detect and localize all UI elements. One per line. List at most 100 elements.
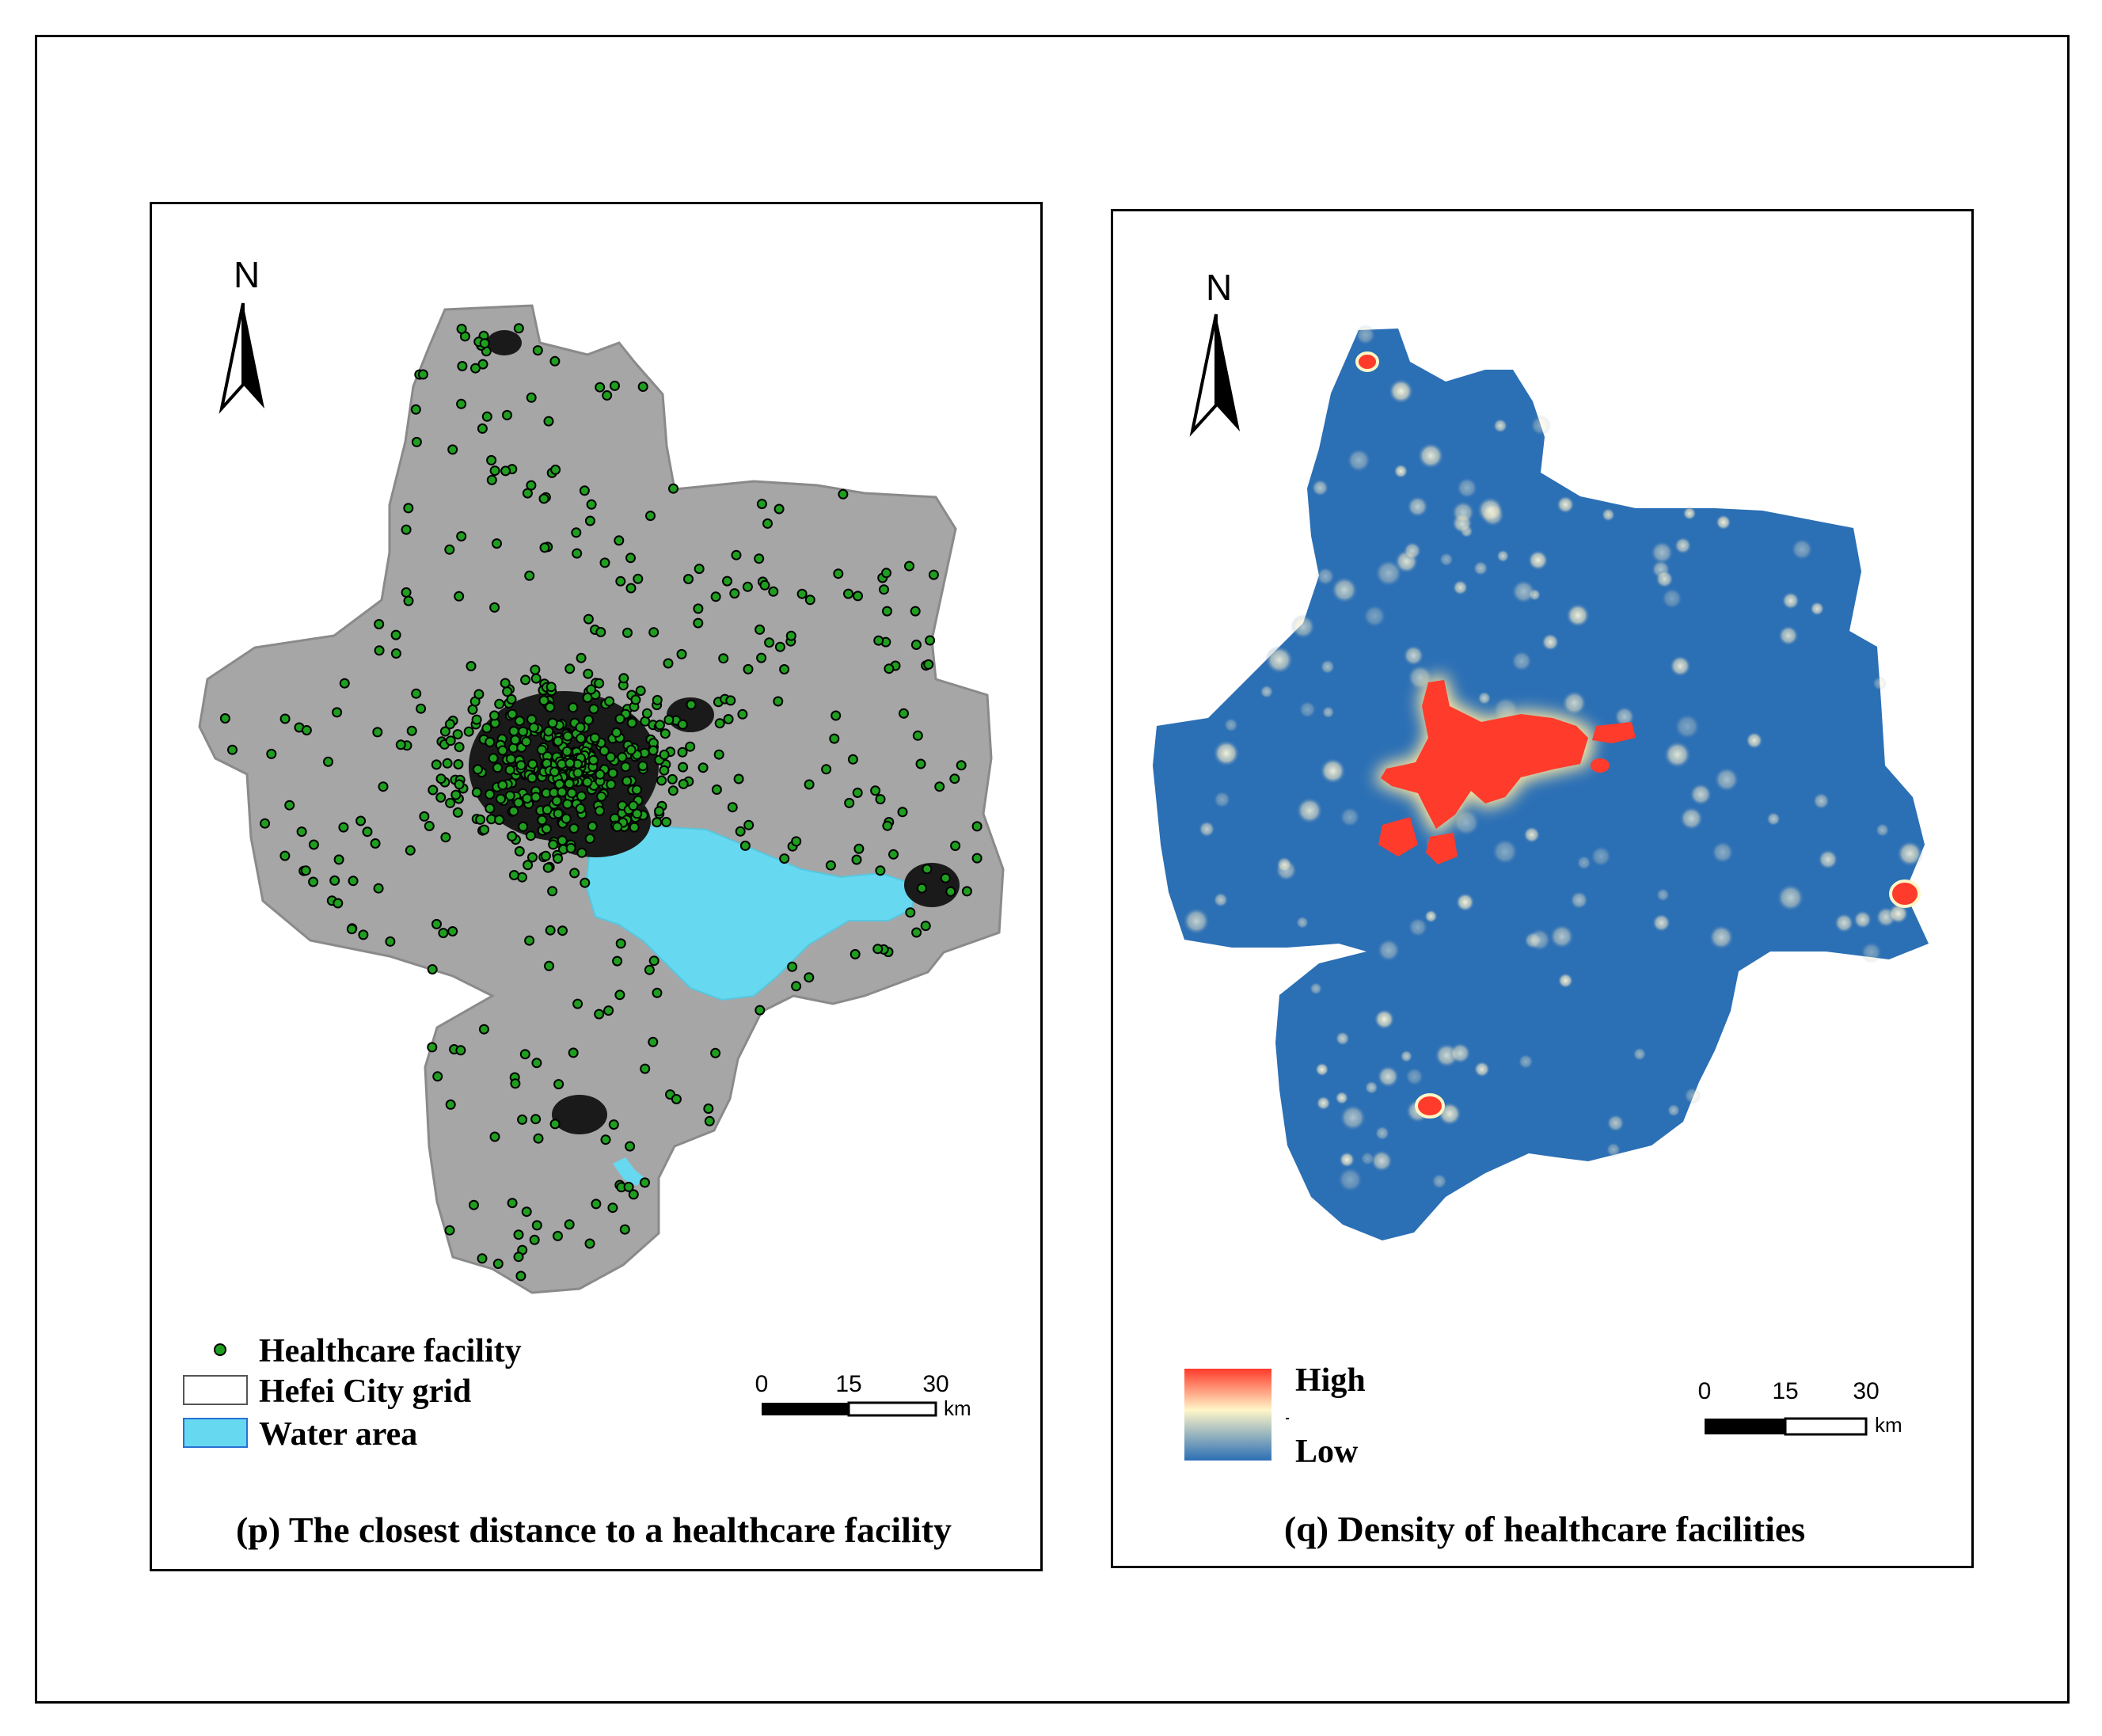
facility-point — [756, 499, 767, 510]
facility-point — [494, 698, 505, 709]
density-spot — [1679, 806, 1704, 831]
facility-point — [279, 713, 291, 724]
density-spot — [1491, 838, 1519, 865]
facility-point — [477, 423, 488, 434]
facility-point — [899, 708, 909, 719]
facility-point — [654, 806, 664, 817]
facility-point — [718, 653, 729, 664]
facility-point — [564, 1219, 575, 1230]
facility-point — [729, 588, 740, 599]
facility-point — [833, 568, 844, 579]
facility-point — [431, 759, 442, 770]
high-density-core — [1355, 351, 1921, 1119]
facility-point — [897, 807, 908, 818]
density-spot — [1766, 811, 1781, 826]
facility-point — [668, 483, 678, 494]
facility-point — [583, 668, 594, 679]
facility-point — [445, 735, 456, 746]
density-spot — [1335, 1031, 1350, 1047]
facility-point — [583, 613, 594, 625]
facility-point — [625, 553, 636, 564]
density-spot — [1388, 378, 1414, 405]
facility-point — [488, 753, 499, 764]
facility-point — [571, 527, 582, 538]
density-spot — [1363, 604, 1387, 629]
facility-point — [582, 777, 593, 788]
density-spot — [1530, 415, 1551, 436]
facility-point — [454, 591, 465, 602]
facility-point — [440, 832, 451, 843]
facility-point — [934, 781, 945, 792]
density-spot — [1810, 601, 1825, 617]
density-spot — [1522, 826, 1541, 844]
facility-point — [683, 574, 694, 584]
facility-point — [655, 720, 665, 731]
scale-unit: km — [1875, 1413, 1902, 1437]
facility-point — [411, 436, 422, 447]
density-spot — [1777, 625, 1799, 647]
facility-point — [395, 739, 406, 750]
facility-point — [710, 1047, 721, 1058]
facility-point — [804, 779, 815, 790]
density-spot — [1320, 659, 1336, 674]
legend-grid-label: Hefei City grid — [259, 1373, 471, 1410]
facility-point — [346, 924, 357, 935]
facility-legend-icon — [214, 1343, 226, 1356]
facility-point — [755, 624, 766, 635]
density-spot — [1614, 706, 1636, 727]
facility-point — [850, 948, 861, 959]
facility-point — [530, 792, 542, 803]
facility-point — [945, 886, 956, 897]
legend-low-label: Low — [1295, 1434, 1359, 1470]
facility-point — [540, 850, 551, 861]
facility-point — [549, 355, 561, 367]
facility-point — [589, 732, 600, 743]
facility-point — [611, 727, 622, 738]
facility-point — [355, 815, 367, 826]
density-spot — [1370, 1149, 1393, 1172]
facility-point — [454, 779, 465, 790]
density-spot — [1403, 541, 1422, 560]
density-spot — [1311, 479, 1329, 497]
facility-point — [626, 717, 637, 728]
facility-point — [659, 728, 671, 739]
scale-tick-30: 30 — [922, 1371, 948, 1397]
density-spot — [1518, 1054, 1534, 1069]
facility-point — [390, 648, 401, 659]
facility-point — [710, 591, 721, 602]
facility-point — [266, 748, 277, 759]
density-spot — [1377, 1065, 1400, 1088]
facility-point — [923, 659, 934, 670]
facility-point — [879, 584, 889, 595]
facility-point — [333, 854, 344, 865]
facility-point — [595, 382, 606, 393]
caption-p: (p) The closest distance to a healthcare… — [236, 1510, 952, 1550]
facility-point — [678, 778, 689, 789]
facility-point — [219, 713, 230, 724]
facility-point — [405, 845, 416, 856]
facility-point — [779, 664, 790, 674]
facility-point — [508, 806, 519, 817]
facility-point — [568, 823, 580, 834]
facility-point — [452, 729, 463, 740]
facility-point — [949, 773, 960, 784]
facility-point — [873, 635, 884, 646]
facility-point — [603, 1005, 614, 1016]
facility-point — [525, 830, 536, 841]
facility-point — [514, 845, 525, 857]
facility-point — [595, 805, 605, 816]
density-spot — [1652, 913, 1671, 933]
density-spot — [1276, 856, 1293, 873]
facility-point — [496, 793, 506, 804]
facility-point — [456, 324, 467, 334]
facility-point — [685, 741, 696, 752]
facility-point — [431, 918, 442, 929]
facility-point — [686, 699, 697, 710]
facility-point — [853, 591, 863, 602]
facility-point — [373, 883, 384, 894]
density-spot — [1319, 758, 1347, 784]
facility-point — [518, 821, 529, 832]
facility-point — [588, 754, 599, 765]
facility-point — [586, 499, 597, 510]
density-spot — [1417, 442, 1445, 469]
